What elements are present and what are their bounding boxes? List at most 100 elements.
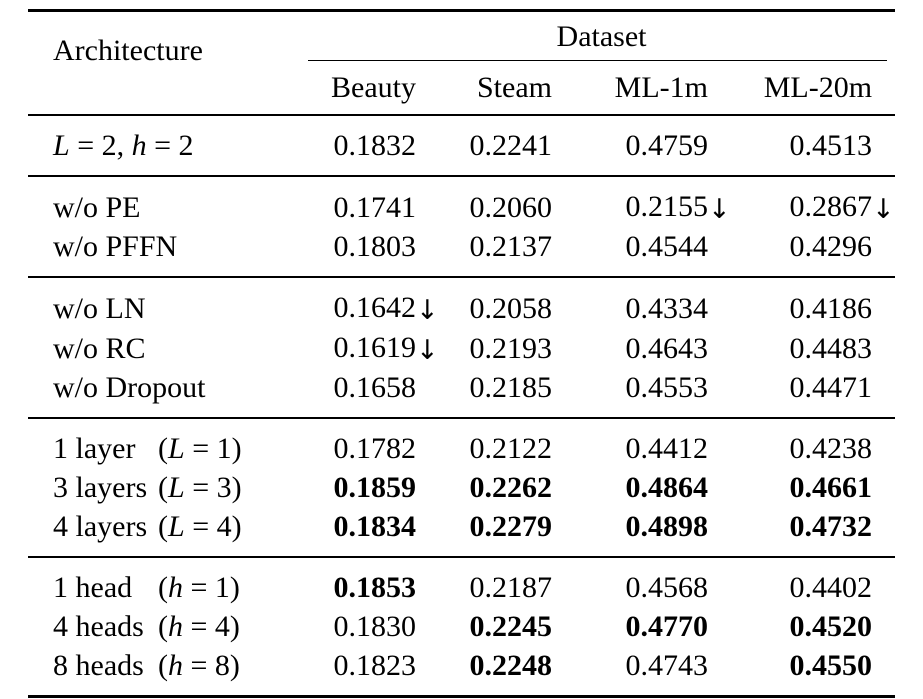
metric-value-cell: 0.1830	[308, 607, 439, 646]
metric-value: 0.1803	[333, 230, 417, 263]
table-row: 1 head (h = 1) 0.1853 0.2187 0.4568 0.4402	[28, 557, 895, 607]
metric-value-cell: 0.4643	[575, 328, 731, 368]
metric-value-cell: 0.4402	[731, 557, 895, 607]
label-text: 4 heads	[53, 610, 144, 643]
row-label-main: 4 heads	[53, 607, 158, 646]
label-text: = 4)	[183, 610, 240, 643]
label-text: (	[158, 610, 168, 643]
metric-value-cell: 0.4544	[575, 227, 731, 277]
metric-value: 0.2241	[469, 129, 553, 162]
metric-value: 0.4513	[789, 129, 873, 162]
metric-value-cell: 0.4568	[575, 557, 731, 607]
label-text: = 2	[146, 129, 194, 162]
metric-value-cell: 0.4743	[575, 646, 731, 697]
metric-value: 0.1830	[333, 610, 417, 643]
metric-value-cell: 0.4661	[731, 468, 895, 507]
row-label-paren: (h = 4)	[158, 610, 240, 643]
math-var: L	[168, 432, 185, 465]
math-var: h	[168, 571, 183, 604]
row-label-paren: (L = 3)	[158, 471, 242, 504]
metric-value-cell: 0.1741	[308, 176, 439, 227]
table-group: L = 2, h = 2 0.1832 0.2241 0.4759 0.4513	[28, 115, 895, 176]
metric-value-cell: 0.4334	[575, 277, 731, 328]
column-header-steam: Steam	[477, 70, 552, 104]
row-label: w/o PFFN	[28, 227, 308, 277]
label-text: = 2,	[69, 129, 132, 162]
row-label: 3 layers (L = 3)	[28, 468, 308, 507]
label-text: (	[158, 571, 168, 604]
metric-value-cell: 0.4412	[575, 418, 731, 468]
metric-value-cell: 0.2122	[439, 418, 575, 468]
metric-value-cell: 0.4770	[575, 607, 731, 646]
metric-value-cell: 0.2241	[439, 115, 575, 176]
metric-value: 0.2248	[469, 649, 553, 682]
metric-value-cell: 0.1832	[308, 115, 439, 176]
row-label: w/o PE	[28, 176, 308, 227]
metric-value-cell: 0.1619↓	[333, 331, 439, 366]
row-label-paren: (h = 8)	[158, 649, 240, 682]
metric-value: 0.4864	[625, 471, 709, 504]
row-label: w/o RC	[28, 328, 308, 368]
math-var: L	[168, 510, 185, 543]
table-row: L = 2, h = 2 0.1832 0.2241 0.4759 0.4513	[28, 115, 895, 176]
metric-value: 0.4471	[789, 371, 873, 404]
metric-value-cell: 0.2248	[439, 646, 575, 697]
dataset-cmidrule	[308, 59, 888, 61]
metric-value-cell: 0.2155↓	[625, 190, 731, 225]
metric-value-cell: 0.2245	[439, 607, 575, 646]
metric-value: 0.1853	[333, 571, 417, 604]
table-row: w/o RC 0.1619↓ 0.2193 0.4643 0.4483	[28, 328, 895, 368]
math-var: h	[168, 610, 183, 643]
header-row-columns: Beauty Steam ML-1m ML-20m	[28, 61, 895, 115]
metric-value-cell: 0.1782	[308, 418, 439, 468]
metric-value: 0.4483	[789, 331, 873, 365]
column-header-ml20m: ML-20m	[763, 70, 873, 104]
table-header: Architecture Dataset Beauty Steam ML-1m …	[28, 11, 896, 115]
header-row-top: Architecture Dataset	[28, 11, 895, 67]
table-group: w/o LN 0.1642↓ 0.2058 0.4334 0.4186 w/o RC 0.1…	[28, 277, 896, 418]
row-label-main: w/o PFFN	[53, 230, 177, 263]
metric-value-cell: 0.4550	[731, 646, 895, 697]
column-header-beauty: Beauty	[331, 70, 416, 104]
table-row: 3 layers (L = 3) 0.1859 0.2262 0.4864 0.4661	[28, 468, 895, 507]
metric-value: 0.2262	[469, 471, 553, 504]
metric-value: 0.2155	[625, 190, 709, 223]
metric-value-cell: 0.4513	[731, 115, 895, 176]
table-row: w/o PE 0.1741 0.2060 0.2155↓ 0.2867↓	[28, 176, 895, 227]
metric-value-cell: 0.4553	[575, 368, 731, 418]
metric-value: 0.1782	[333, 432, 417, 465]
table-row: w/o LN 0.1642↓ 0.2058 0.4334 0.4186	[28, 277, 895, 328]
label-text: = 8)	[183, 649, 240, 682]
table-group: 1 head (h = 1) 0.1853 0.2187 0.4568 0.4402 4 h…	[28, 557, 896, 697]
row-label-main: w/o LN	[53, 292, 146, 325]
metric-value: 0.1823	[333, 649, 417, 682]
label-text: w/o RC	[53, 331, 146, 365]
metric-value: 0.4296	[789, 230, 873, 263]
math-var: L	[53, 129, 70, 162]
row-label: 8 heads (h = 8)	[28, 646, 308, 697]
metric-value: 0.4732	[789, 510, 873, 543]
label-text: = 1)	[183, 571, 240, 604]
metric-value: 0.2058	[469, 291, 553, 325]
row-label-paren: (h = 1)	[158, 571, 240, 604]
row-label-main: 4 layers	[53, 507, 158, 546]
metric-value-cell: 0.2137	[439, 227, 575, 277]
metric-value: 0.4412	[625, 432, 709, 465]
metric-value: 0.1832	[333, 129, 417, 162]
metric-value-cell: 0.4898	[575, 507, 731, 557]
metric-value-cell: 0.1642↓	[333, 291, 439, 326]
table-row: 8 heads (h = 8) 0.1823 0.2248 0.4743 0.4550	[28, 646, 895, 697]
metric-value: 0.4643	[625, 331, 709, 365]
row-label: 4 heads (h = 4)	[28, 607, 308, 646]
metric-value: 0.2187	[469, 571, 553, 604]
metric-value: 0.1619	[333, 331, 417, 364]
math-var: L	[168, 471, 185, 504]
row-label-paren: (L = 1)	[158, 432, 242, 465]
math-var: h	[168, 649, 183, 682]
metric-value: 0.2060	[469, 190, 553, 224]
table-row: 4 heads (h = 4) 0.1830 0.2245 0.4770 0.4520	[28, 607, 895, 646]
label-text: w/o Dropout	[53, 371, 206, 404]
label-text: (	[158, 649, 168, 682]
metric-value: 0.1741	[333, 190, 417, 224]
metric-value: 0.2245	[469, 610, 553, 643]
